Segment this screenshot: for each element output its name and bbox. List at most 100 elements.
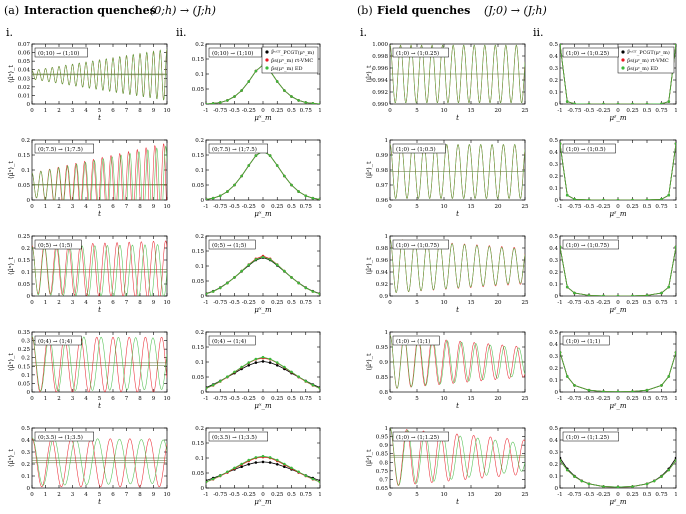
col-a-ii: ii. [176, 26, 187, 39]
y-tick-label: 0.05 [192, 471, 205, 477]
y-tick-label: 0.5 [549, 42, 558, 48]
x-tick-label: 1 [318, 300, 322, 306]
y-tick-label: 0.2 [549, 174, 558, 180]
x-tick-label: -0.5 [229, 396, 240, 402]
data-point-green [261, 454, 265, 458]
legend-marker [621, 50, 625, 54]
y-tick-label: 0.3 [549, 162, 558, 168]
x-tick-label: -0.5 [584, 396, 595, 402]
x-axis-label: t [98, 402, 101, 410]
y-tick-label: 0.15 [18, 364, 31, 370]
y-tick-label: 1 [385, 330, 389, 336]
y-tick-label: 0.15 [192, 345, 205, 351]
data-point-green [573, 102, 576, 104]
x-tick-label: -0.5 [584, 108, 595, 114]
y-axis-label: ⟨μ̂ᶻ⟩_t [364, 353, 373, 371]
x-tick-label: 3 [71, 204, 75, 210]
x-tick-label: 10 [441, 492, 448, 498]
data-point-green [226, 190, 229, 193]
data-point-green [211, 290, 215, 293]
data-point-green [290, 466, 293, 470]
panel-label-box [208, 431, 268, 442]
x-tick-label: 1 [44, 300, 48, 306]
data-point-green [240, 174, 243, 178]
x-tick-label: 0 [616, 108, 620, 114]
panel-b-ii-5: 0 0.1 0.2 0.3 0.4 0.5 -1 -0.75 -0.5 -0.25 0 0.25 0.5… [549, 426, 678, 506]
x-tick-label: -1 [203, 396, 208, 402]
panel-label-box [562, 239, 619, 250]
x-tick-label: 1 [44, 396, 48, 402]
y-tick-label: 0.4 [21, 438, 30, 444]
x-tick-label: 3 [71, 108, 75, 114]
x-tick-label: 2 [57, 204, 61, 210]
x-tick-label: 25 [522, 108, 529, 114]
series-green-line [206, 256, 320, 295]
series-green-line [32, 437, 167, 486]
x-tick-label: 7 [125, 492, 129, 498]
x-tick-label: 0.5 [287, 204, 296, 210]
data-point-green [645, 294, 649, 296]
x-tick-label: 0.5 [643, 204, 652, 210]
data-point-green [275, 458, 279, 462]
x-tick-label: -1 [557, 300, 562, 306]
x-tick-label: 10 [164, 108, 171, 114]
x-tick-label: 7 [125, 108, 129, 114]
x-tick-label: -1 [203, 300, 208, 306]
y-tick-label: 0.1 [549, 378, 558, 384]
data-point-green [580, 479, 584, 483]
y-tick-label: 0.994 [372, 78, 388, 84]
data-point-green [667, 100, 671, 103]
panel-label: (0;7.5) → (1;7.5) [212, 146, 257, 153]
data-point-black [254, 361, 258, 364]
legend-marker [265, 50, 269, 54]
x-tick-label: -1 [557, 204, 562, 210]
y-tick-label: 0.05 [18, 59, 31, 65]
y-tick-label: 0.1 [195, 264, 204, 270]
y-tick-label: 0 [201, 102, 205, 108]
data-point-green [247, 164, 251, 167]
x-tick-label: 10 [164, 300, 171, 306]
x-tick-label: 0 [30, 300, 34, 306]
y-tick-label: 0.25 [18, 347, 31, 353]
x-tick-label: 0 [388, 492, 392, 498]
x-tick-label: 0.75 [655, 492, 668, 498]
data-point-green [268, 357, 272, 361]
y-tick-label: 0.2 [21, 246, 30, 252]
plot-area [560, 245, 676, 296]
series-green-line [206, 455, 320, 483]
y-tick-label: 0.85 [376, 375, 389, 381]
data-point-green [297, 470, 300, 474]
x-tick-label: 9 [152, 108, 156, 114]
x-tick-label: 0 [261, 396, 265, 402]
y-tick-label: 0.06 [18, 51, 31, 57]
data-point-green [206, 292, 208, 296]
x-axis-label: μᶻ_m [609, 498, 626, 506]
data-point-green [565, 468, 569, 472]
y-tick-label: 0.2 [549, 462, 558, 468]
data-point-green [616, 198, 620, 200]
data-point-green [660, 197, 663, 200]
y-tick-label: 0 [555, 294, 559, 300]
data-point-green [560, 459, 562, 462]
x-tick-label: 15 [468, 492, 475, 498]
data-point-green [645, 198, 649, 200]
series-red-line [32, 240, 167, 296]
data-point-green [275, 361, 279, 364]
plot-area [560, 142, 676, 200]
panel-label: (1;0) → (1;1.25) [566, 434, 609, 441]
panel-label: (0;4) → (1;4) [38, 338, 72, 345]
data-point-green [283, 462, 286, 466]
data-point-green [674, 459, 676, 462]
panel-label: (0;10) → (1;10) [38, 50, 79, 57]
x-tick-label: 10 [441, 204, 448, 210]
panel-label-box [34, 335, 82, 346]
data-point-green [645, 102, 649, 104]
y-tick-label: 1 [385, 138, 389, 144]
x-tick-label: 0.75 [300, 108, 313, 114]
x-tick-label: 9 [152, 300, 156, 306]
data-point-green [318, 387, 320, 390]
y-tick-label: 0 [555, 102, 559, 108]
x-tick-label: -1 [203, 204, 208, 210]
y-tick-label: 0.3 [21, 339, 30, 345]
y-tick-label: 0.85 [376, 452, 389, 458]
